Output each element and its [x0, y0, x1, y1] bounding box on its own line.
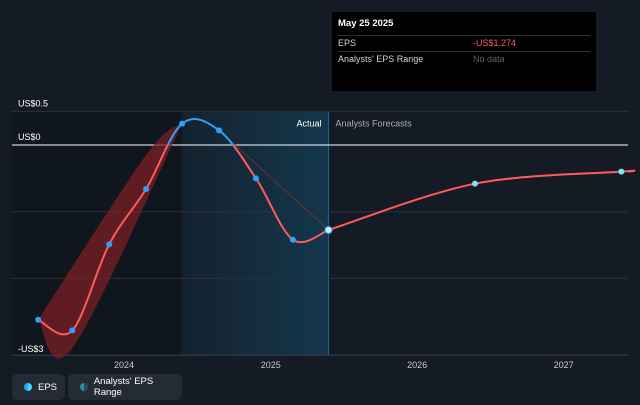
- grid-lines: [12, 111, 628, 356]
- x-tick-label-0: 2024: [114, 360, 134, 370]
- eps-line-negative: [37, 145, 329, 336]
- y-axis-label-1: US$0: [18, 132, 41, 142]
- tooltip-eps-label: EPS: [338, 38, 357, 48]
- legend-range-swatch-icon: [80, 383, 88, 391]
- eps-point-5: [216, 127, 223, 134]
- tooltip-row-range: Analysts' EPS Range No data: [338, 51, 590, 67]
- eps-point-3: [143, 186, 150, 193]
- tooltip-date: May 25 2025: [338, 18, 394, 29]
- eps-connector: [218, 130, 329, 231]
- tooltip: May 25 2025 EPS -US$1.274 Analysts' EPS …: [332, 12, 596, 91]
- eps-forecast-line: [328, 169, 636, 231]
- forecast-point-1: [618, 168, 625, 175]
- tooltip-eps-value: -US$1.274: [473, 38, 517, 48]
- y-axis-label-0: US$0.5: [18, 99, 48, 109]
- eps-point-2: [106, 241, 113, 248]
- axis-labels: US$0.5 US$0 -US$3 2024 2025 2026 2027 Actual Ana…: [18, 99, 574, 370]
- forecast-point-0: [471, 180, 478, 187]
- actual-label: Actual: [297, 119, 322, 129]
- eps-point-6: [252, 175, 259, 182]
- forecast-label: Analysts Forecasts: [336, 119, 413, 129]
- eps-point-1: [69, 327, 76, 334]
- eps-point-0: [35, 316, 42, 323]
- legend-range-label: Analysts' EPS Range: [93, 376, 154, 398]
- legend-eps-label: EPS: [38, 381, 58, 393]
- legend-eps-range[interactable]: Analysts' EPS Range: [68, 374, 182, 400]
- tooltip-row-eps: EPS -US$1.274: [338, 35, 590, 51]
- forecast-shade: [182, 111, 329, 356]
- eps-point-4: [179, 120, 186, 127]
- legend-eps[interactable]: EPS: [12, 374, 65, 400]
- y-axis-label-2: -US$3: [18, 344, 44, 354]
- x-tick-label-1: 2025: [261, 360, 281, 370]
- tooltip-range-value: No data: [473, 54, 505, 64]
- x-tick-label-3: 2027: [554, 360, 574, 370]
- eps-point-8: [324, 225, 333, 234]
- tooltip-range-label: Analysts' EPS Range: [338, 54, 424, 64]
- legend-eps-swatch-icon: [24, 383, 32, 391]
- x-tick-label-2: 2026: [407, 360, 427, 370]
- eps-points: [35, 120, 625, 334]
- eps-point-7: [289, 236, 296, 243]
